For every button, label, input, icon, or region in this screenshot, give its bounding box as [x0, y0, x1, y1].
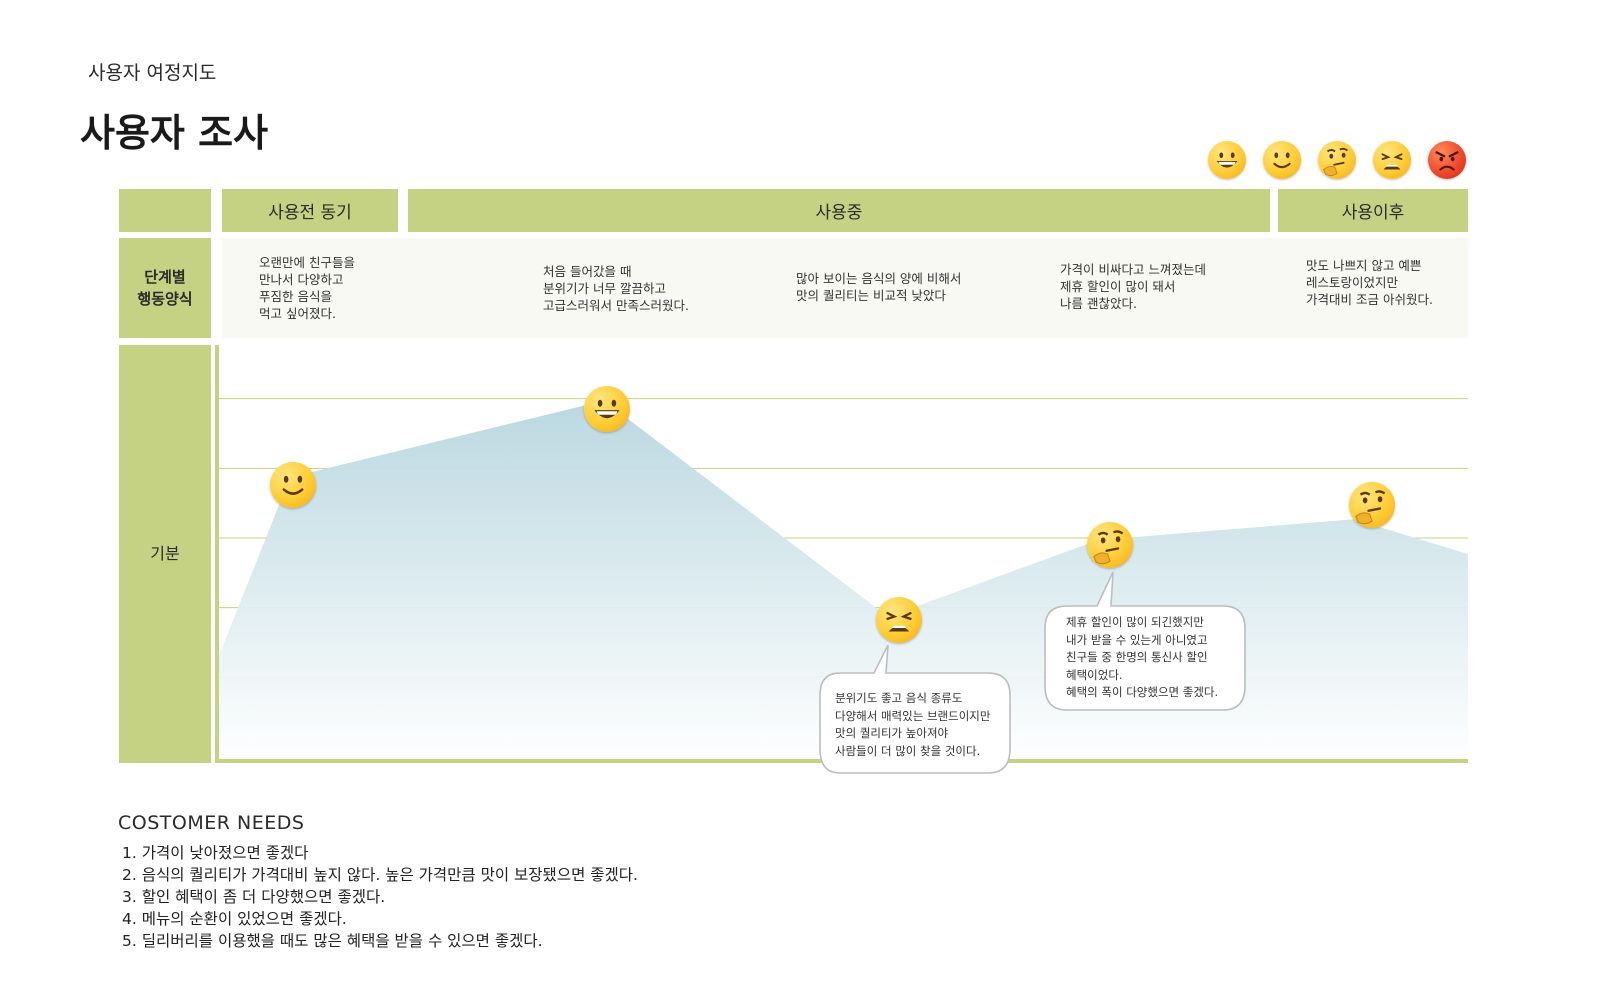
behavior-row-label-text: 단계별 행동양식: [137, 268, 193, 308]
mood-point-thinking-icon: [1087, 522, 1133, 568]
speech-bubble-2-text: 제휴 할인이 많이 되긴했지만 내가 받을 수 있는게 아니였고 친구들 중 한…: [1066, 615, 1219, 699]
mood-point-thinking-icon: [1349, 482, 1395, 528]
customer-needs-list: 1. 가격이 낮아졌으면 좋겠다 2. 음식의 퀄리티가 가격대비 높지 않다.…: [122, 842, 638, 952]
behavior-text: 많아 보이는 음식의 양에 비해서 맛의 퀄리티는 비교적 낮았다: [796, 271, 962, 303]
phase-after-header: 사용이후: [1278, 189, 1468, 232]
speech-bubble-1-text: 분위기도 좋고 음식 종류도 다양해서 매력있는 브랜드이지만 맛의 퀄리티가 …: [835, 691, 991, 758]
customer-needs-title: COSTOMER NEEDS: [118, 812, 305, 834]
speech-bubble-1: 분위기도 좋고 음식 종류도 다양해서 매력있는 브랜드이지만 맛의 퀄리티가 …: [818, 644, 1014, 777]
mood-point-smiling-icon: [270, 462, 316, 508]
page-title: 사용자 조사: [80, 111, 269, 155]
behavior-text: 처음 들어갔을 때 분위기가 너무 깔끔하고 고급스러워서 만족스러웠다.: [543, 264, 689, 313]
phase-during-header: 사용중: [408, 189, 1270, 232]
behavior-text: 오랜만에 친구들을 만나서 다양하고 푸짐한 음식을 먹고 싶어졌다.: [259, 255, 355, 321]
list-item: 1. 가격이 낮아졌으면 좋겠다: [122, 844, 309, 862]
behavior-text: 맛도 나쁘지 않고 예쁜 레스토랑이었지만 가격대비 조금 아쉬웠다.: [1306, 258, 1433, 307]
behavior-band: [222, 238, 1468, 338]
angry-face-icon: [1428, 141, 1466, 179]
mood-point-grinning-icon: [584, 386, 630, 432]
list-item: 5. 딜리버리를 이용했을 때도 많은 혜택을 받을 수 있으면 좋겠다.: [122, 932, 543, 950]
list-item: 4. 메뉴의 순환이 있었으면 좋겠다.: [122, 910, 347, 928]
mood-point-weary-icon: [876, 597, 922, 643]
list-item: 3. 할인 혜택이 좀 더 다양했으면 좋겠다.: [122, 888, 386, 906]
mood-row-label-text: 기분: [150, 544, 180, 563]
phase-before-header: 사용전 동기: [222, 189, 398, 232]
behavior-row-label: 단계별 행동양식: [119, 238, 211, 338]
grinning-face-icon: [1208, 141, 1246, 179]
thinking-face-icon: [1318, 141, 1356, 179]
page-subtitle: 사용자 여정지도: [88, 62, 217, 84]
speech-bubble-1-shape: [819, 644, 1011, 774]
smiling-face-icon: [1263, 141, 1301, 179]
weary-face-icon: [1373, 141, 1411, 179]
speech-bubble-2-shape: [1044, 571, 1246, 711]
behavior-text: 가격이 비싸다고 느껴졌는데 제휴 할인이 많이 돼서 나름 괜찮았다.: [1060, 262, 1206, 311]
speech-bubble-2: 제휴 할인이 많이 되긴했지만 내가 받을 수 있는게 아니였고 친구들 중 한…: [1043, 571, 1249, 714]
mood-row-label: 기분: [119, 345, 211, 763]
list-item: 2. 음식의 퀄리티가 가격대비 높지 않다. 높은 가격만큼 맛이 보장됐으면…: [122, 866, 638, 884]
header-corner: [119, 189, 211, 232]
